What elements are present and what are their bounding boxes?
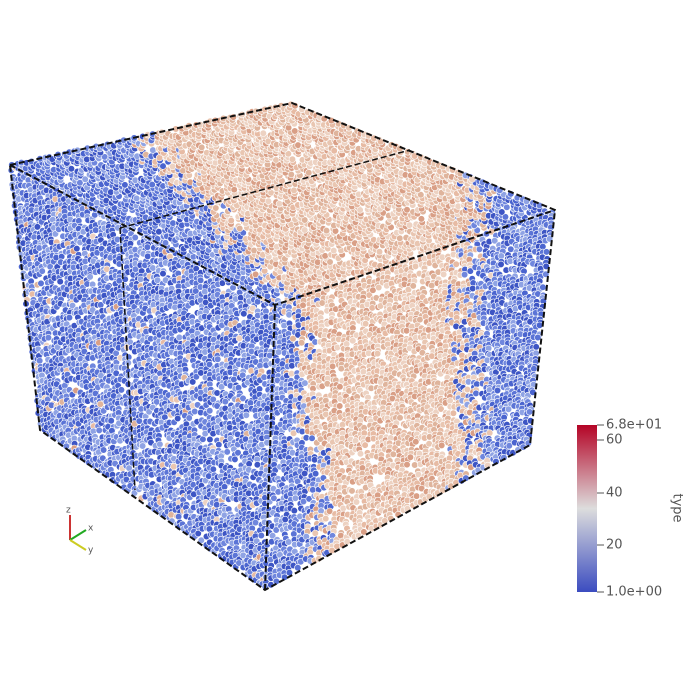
atom	[266, 351, 274, 360]
atoms	[7, 100, 556, 591]
atom	[38, 267, 46, 275]
atom	[99, 446, 108, 454]
atom	[175, 333, 183, 342]
atom	[191, 407, 199, 416]
atom	[326, 258, 334, 266]
atom	[117, 386, 125, 394]
atom	[73, 245, 81, 253]
atom	[301, 226, 309, 234]
atom	[242, 411, 250, 419]
atom	[156, 440, 164, 448]
atom	[250, 246, 258, 255]
atom	[251, 518, 260, 527]
atom	[206, 407, 214, 415]
atom	[36, 357, 44, 365]
atom	[44, 334, 53, 342]
atom	[231, 455, 239, 464]
atom	[245, 460, 253, 468]
atom	[375, 248, 384, 256]
atom	[198, 143, 206, 151]
atom	[235, 334, 243, 343]
atom	[149, 264, 157, 272]
atom	[236, 224, 244, 233]
atom	[330, 247, 338, 255]
atom	[223, 448, 231, 456]
atom	[37, 279, 45, 288]
atom	[175, 512, 183, 521]
atom	[257, 531, 265, 540]
atom	[86, 273, 94, 281]
atom	[139, 442, 147, 450]
atom	[227, 217, 235, 225]
atom	[149, 146, 157, 154]
atom	[144, 252, 152, 260]
atom	[290, 186, 298, 194]
atom	[67, 165, 75, 173]
atom	[170, 463, 178, 471]
atom	[33, 223, 42, 231]
atom	[264, 197, 273, 205]
atom	[80, 347, 88, 356]
atom	[121, 181, 129, 189]
atom	[56, 278, 64, 286]
atom	[263, 292, 272, 300]
atom	[229, 284, 237, 292]
atom	[174, 414, 182, 423]
atom	[68, 302, 77, 310]
atom	[133, 194, 141, 202]
atom	[131, 233, 139, 242]
atom	[214, 355, 222, 363]
atom	[185, 414, 193, 422]
atom	[143, 243, 151, 251]
atom	[240, 310, 248, 318]
atom	[275, 200, 284, 208]
atom	[155, 228, 163, 236]
atom	[107, 417, 115, 425]
atom	[95, 426, 103, 435]
atom	[221, 398, 229, 406]
atom	[169, 219, 177, 227]
atom	[206, 435, 214, 444]
atom	[322, 227, 331, 235]
atom	[209, 465, 217, 473]
atom	[197, 276, 205, 285]
atom	[65, 314, 73, 322]
atom	[212, 204, 220, 212]
